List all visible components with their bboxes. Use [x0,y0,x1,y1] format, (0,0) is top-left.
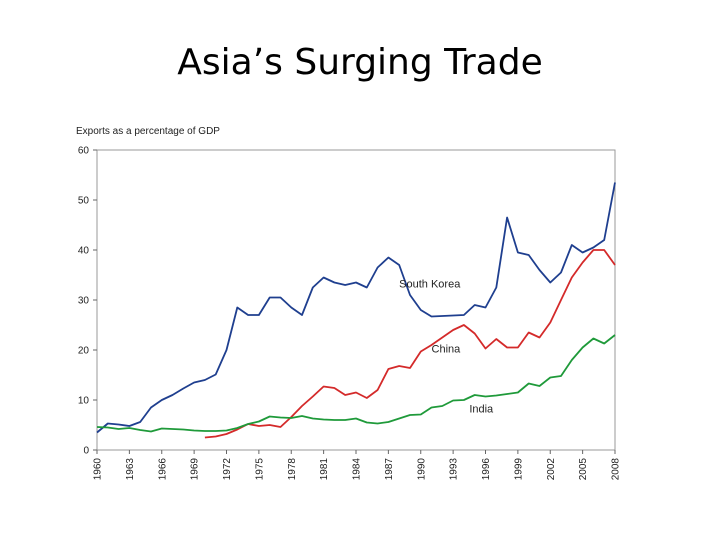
y-tick-label: 0 [83,446,89,457]
x-tick-label: 1966 [157,458,168,481]
x-tick-label: 1990 [416,458,427,481]
y-ticks: 0 10 20 30 40 50 60 [78,146,97,457]
x-tick-label: 1981 [319,458,330,481]
x-tick-label: 1960 [93,458,104,481]
y-tick-label: 40 [78,246,90,257]
x-tick-label: 1987 [384,458,395,481]
series-lines [96,182,616,439]
x-tick-label: 2008 [611,458,622,481]
series-labels: South Korea China India [399,279,494,416]
plot-frame [96,149,616,451]
series-line-south-korea [96,182,616,434]
y-axis-label: Exports as a percentage of GDP [76,126,220,137]
x-tick-label: 1975 [254,458,265,481]
slide-title: Asia’s Surging Trade [177,42,543,83]
y-tick-label: 50 [78,196,90,207]
y-tick-label: 60 [78,146,90,157]
y-tick-label: 10 [78,396,90,407]
x-ticks: 1960 1963 1966 1969 1972 1975 1978 1981 1984 1987… [93,450,622,480]
x-tick-label: 2005 [578,458,589,481]
series-label: India [469,404,494,416]
x-tick-label: 1999 [513,458,524,481]
x-tick-label: 1996 [481,458,492,481]
x-tick-label: 1984 [352,458,363,481]
x-tick-label: 1972 [222,458,233,481]
series-label: China [432,344,462,356]
x-tick-label: 1963 [125,458,136,481]
x-tick-label: 1993 [449,458,460,481]
y-tick-label: 30 [78,296,90,307]
series-label: South Korea [399,279,461,291]
x-tick-label: 2002 [546,458,557,481]
series-line-china [204,249,616,439]
series-line-india [96,334,616,433]
y-tick-label: 20 [78,346,90,357]
x-tick-label: 1969 [190,458,201,481]
x-tick-label: 1978 [287,458,298,481]
